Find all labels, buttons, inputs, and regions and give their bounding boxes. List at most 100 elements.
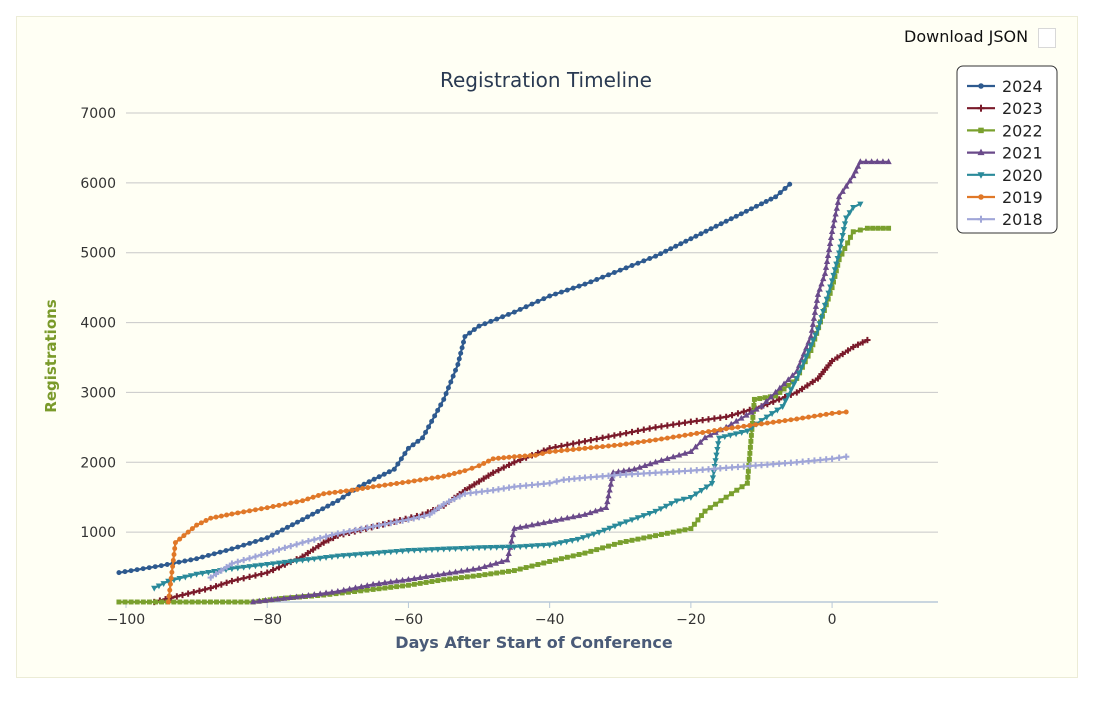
data-point [829,410,835,416]
y-tick-label: 5000 [80,246,116,262]
data-point [729,425,735,431]
data-point [369,523,377,530]
data-point [201,599,207,605]
legend[interactable]: 2024 2023 2022 2021 2020 2019 2018 [956,65,1058,234]
data-point [177,599,183,605]
data-point [334,587,341,594]
data-point [252,572,259,579]
data-point [281,559,289,566]
data-point [701,434,709,441]
data-point [471,327,477,333]
data-point [322,555,330,561]
legend-label: 2018 [1002,210,1043,229]
legend-item-2019[interactable]: 2019 [967,188,1043,207]
data-point [470,545,477,552]
legend-item-2022[interactable]: 2022 [967,121,1043,140]
data-point [687,448,695,455]
legend-swatch-marker [977,215,985,223]
data-point [160,581,167,587]
data-point [840,227,848,234]
data-point [134,599,140,605]
data-point [658,531,664,537]
data-point [467,489,474,497]
data-point [311,591,318,598]
data-point [171,552,177,557]
data-point [269,548,277,555]
data-point [171,599,177,605]
data-point [728,216,734,222]
legend-item-2024[interactable]: 2024 [967,77,1043,96]
series-points-2023 [151,336,871,606]
data-point [458,350,464,356]
data-point [528,481,536,489]
data-point [594,277,600,282]
data-point [640,426,647,433]
data-point [749,420,755,426]
data-point [269,566,277,574]
data-point [718,221,724,227]
data-point [852,167,859,174]
data-point [611,523,619,530]
data-point [182,574,189,581]
data-point [607,480,614,487]
data-point [223,563,230,571]
data-point [693,467,700,474]
data-point [294,499,300,505]
data-point [395,461,401,467]
data-point [834,199,842,205]
data-point [622,471,630,478]
download-json-button[interactable]: Download JSON [898,26,1057,48]
data-point [590,531,597,538]
data-point [140,599,146,605]
data-point [817,456,824,464]
data-point [190,589,197,596]
data-point [606,525,613,532]
data-point [664,435,670,441]
data-point [435,407,441,413]
data-point [475,478,483,485]
data-point [134,567,140,573]
data-point [540,451,546,457]
data-point [723,413,730,421]
legend-item-2020[interactable]: 2020 [967,166,1043,185]
data-point [605,472,612,479]
data-point [246,564,253,570]
data-point [832,273,838,279]
data-point [775,396,783,403]
data-point [668,246,674,252]
data-point [458,545,465,552]
data-point [768,196,774,202]
data-point [712,458,719,465]
data-point [652,508,659,515]
data-point [788,417,794,423]
data-point [821,366,829,373]
data-point [264,505,270,511]
data-point [547,449,553,455]
data-point [793,459,800,466]
legend-item-2021[interactable]: 2021 [967,144,1043,163]
data-point [558,289,564,295]
data-point [326,490,332,496]
data-point [688,526,694,532]
data-point [375,522,383,529]
data-point [165,599,171,605]
legend-item-2023[interactable]: 2023 [967,99,1043,118]
data-point [670,453,677,460]
data-point [346,585,353,592]
series-2019 [165,409,849,605]
data-point [234,558,241,565]
data-point [443,391,449,397]
data-point [846,210,853,217]
data-point [535,562,541,567]
legend-item-2018[interactable]: 2018 [967,210,1043,229]
data-point [366,479,372,485]
data-point [546,480,553,487]
data-point [523,304,529,310]
data-point [505,568,511,574]
data-point [213,514,219,520]
data-point [264,549,271,557]
data-point [415,513,423,521]
data-point [492,559,500,566]
data-point [305,557,312,563]
data-point [435,504,443,511]
